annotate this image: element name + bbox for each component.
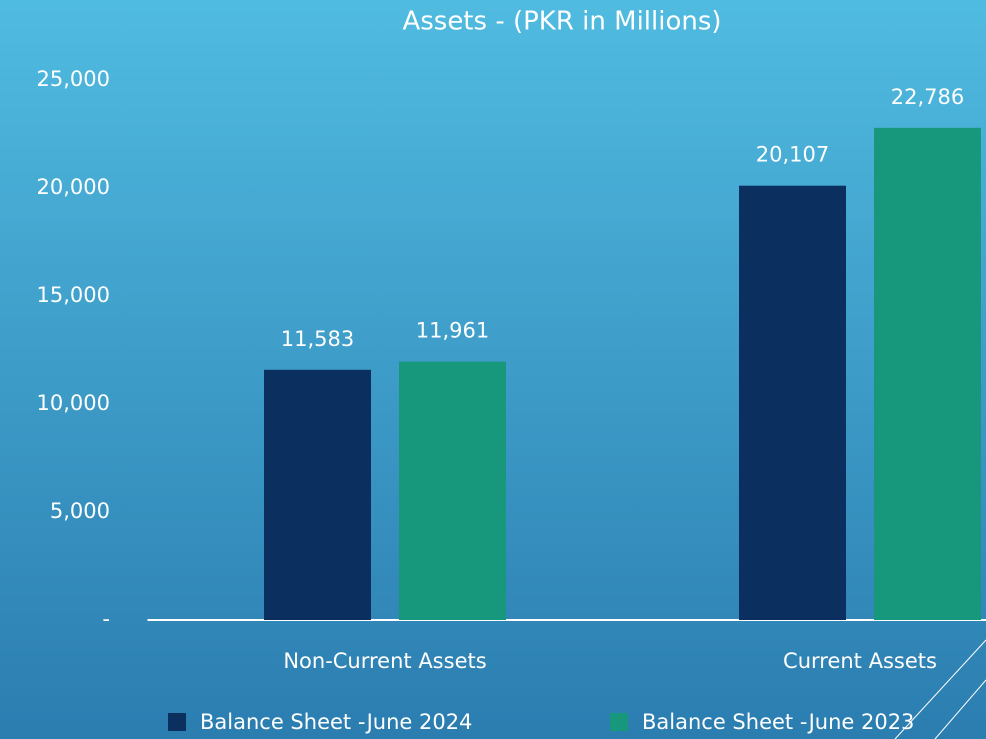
- y-tick-label: 15,000: [37, 283, 110, 307]
- bar: [399, 361, 506, 620]
- decoration: [934, 679, 986, 739]
- legend-swatch: [610, 713, 628, 731]
- data-label: 22,786: [891, 85, 964, 109]
- data-label: 11,583: [281, 327, 354, 351]
- bar: [739, 185, 846, 621]
- y-tick-label: 5,000: [50, 499, 110, 523]
- y-tick-label: 10,000: [37, 391, 110, 415]
- y-tick-label: -: [102, 607, 110, 631]
- bar: [874, 127, 981, 621]
- y-tick-label: 20,000: [37, 175, 110, 199]
- bar: [264, 369, 371, 620]
- x-tick-label: Non-Current Assets: [283, 649, 486, 673]
- x-tick-label: Current Assets: [783, 649, 937, 673]
- data-label: 20,107: [756, 143, 829, 167]
- legend-label: Balance Sheet -June 2023: [642, 710, 914, 734]
- chart-title: Assets - (PKR in Millions): [402, 7, 721, 37]
- decoration: [894, 639, 986, 739]
- y-tick-label: 25,000: [37, 67, 110, 91]
- legend-swatch: [168, 713, 186, 731]
- data-label: 11,961: [416, 319, 489, 343]
- legend-label: Balance Sheet -June 2024: [200, 710, 472, 734]
